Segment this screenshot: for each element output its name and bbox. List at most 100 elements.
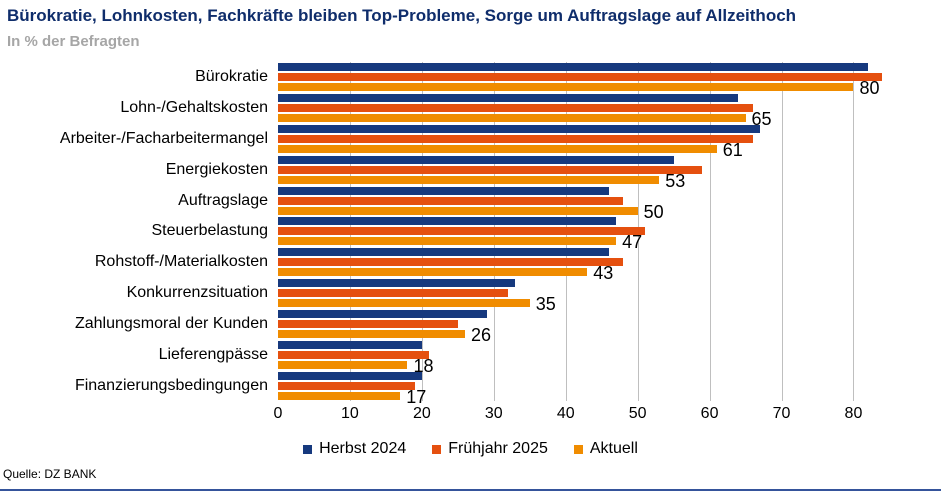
- legend-marker-icon: [432, 444, 442, 454]
- bar: [278, 186, 609, 195]
- category-label: Lieferengpässe: [158, 345, 268, 363]
- bar-line: [278, 94, 911, 103]
- category-label: Finanzierungsbedingungen: [74, 376, 268, 394]
- gridline: [781, 62, 783, 401]
- chart-area: Bürokratie Lohn-/Gehaltskosten Arbeiter-/F…: [0, 62, 941, 425]
- gridline: [709, 62, 711, 401]
- bar-group: 53: [278, 154, 911, 190]
- bar: [278, 340, 422, 349]
- bar-line: [278, 248, 911, 257]
- bar: [278, 391, 401, 400]
- bar: [278, 196, 624, 205]
- bar-group: 47: [278, 216, 911, 251]
- bar-group: 26: [278, 309, 911, 344]
- data-label: 47: [622, 232, 643, 253]
- bar-line: [278, 135, 911, 144]
- data-label: 50: [643, 201, 664, 222]
- bar-line: [278, 63, 911, 72]
- category-label: Rohstoff-/Materialkosten: [94, 253, 268, 271]
- chart-title: Bürokratie, Lohnkosten, Fachkräfte bleib…: [7, 6, 797, 25]
- category-label: Zahlungsmoral der Kunden: [74, 314, 268, 332]
- legend-label: Frühjahr 2025: [448, 440, 548, 457]
- bar-line: 50: [278, 203, 911, 221]
- bar: [278, 217, 617, 226]
- bar: [278, 268, 588, 277]
- source-note: Quelle: DZ BANK: [3, 467, 97, 481]
- bar-line: 17: [278, 388, 911, 406]
- bar-line: [278, 309, 911, 318]
- bar: [278, 155, 674, 164]
- data-label: 17: [406, 386, 427, 407]
- bar-line: [278, 381, 911, 390]
- bar: [278, 175, 660, 184]
- data-label: 61: [722, 140, 743, 161]
- x-axis: 0 10 20 30 40 50 60 70 80: [274, 405, 911, 425]
- category-label: Konkurrenzsituation: [126, 284, 268, 302]
- data-label: 43: [593, 263, 614, 284]
- bar-group: 35: [278, 278, 911, 313]
- bottom-rule: [0, 489, 941, 491]
- bar-line: [278, 217, 911, 226]
- chart-header: Bürokratie, Lohnkosten, Fachkräfte bleib…: [0, 0, 941, 51]
- x-tick-label: 40: [556, 405, 575, 422]
- bar: [278, 279, 516, 288]
- legend-item: Aktuell: [573, 440, 638, 458]
- bar: [278, 289, 509, 298]
- x-tick-label: 0: [273, 405, 283, 422]
- bar: [278, 319, 458, 328]
- bar-rows: 80 65 61 53 50 47 43 35 26 18 17: [278, 62, 911, 406]
- x-tick-label: 60: [700, 405, 719, 422]
- bar-line: [278, 319, 911, 328]
- bar-line: [278, 104, 911, 113]
- data-label: 18: [413, 355, 434, 376]
- x-tick-label: 30: [484, 405, 503, 422]
- x-tick-label: 80: [844, 405, 863, 422]
- bar: [278, 125, 760, 134]
- bar-group: 61: [278, 124, 911, 159]
- bar: [278, 165, 703, 174]
- bar: [278, 114, 746, 123]
- bar-line: [278, 165, 911, 174]
- bar-group: 65: [278, 93, 911, 128]
- legend-label: Aktuell: [589, 440, 638, 457]
- category-label: Auftragslage: [178, 191, 268, 209]
- bar-group: 50: [278, 185, 911, 221]
- bar-line: 18: [278, 357, 911, 375]
- bar-line: 47: [278, 233, 911, 251]
- bar: [278, 299, 530, 308]
- bar-line: 26: [278, 326, 911, 344]
- category-label: Bürokratie: [195, 68, 268, 86]
- category-labels: Bürokratie Lohn-/Gehaltskosten Arbeiter-/F…: [0, 62, 278, 401]
- chart-subtitle: In % der Befragten: [7, 33, 140, 50]
- bar-line: [278, 258, 911, 267]
- legend-label: Herbst 2024: [319, 440, 407, 457]
- bar-line: [278, 350, 911, 359]
- bar: [278, 83, 854, 92]
- bar-group: 18: [278, 339, 911, 375]
- bar-line: 53: [278, 172, 911, 190]
- plot-column: 80 65 61 53 50 47 43 35 26 18 17 0 10 20 30 40 50 60 70 80: [274, 62, 911, 425]
- legend: Herbst 2024 Frühjahr 2025 Aktuell: [0, 440, 941, 458]
- bar-line: [278, 155, 911, 164]
- bar-line: 43: [278, 264, 911, 282]
- bar-group: 80: [278, 62, 911, 97]
- bar-group: 43: [278, 247, 911, 282]
- bar-line: 80: [278, 79, 911, 97]
- bar-line: [278, 340, 911, 349]
- bar: [278, 63, 868, 72]
- bar-line: [278, 196, 911, 205]
- x-tick-label: 10: [341, 405, 359, 422]
- bar: [278, 360, 408, 369]
- bar-line: [278, 125, 911, 134]
- data-label: 35: [535, 294, 556, 315]
- bar: [278, 206, 638, 215]
- x-tick-label: 50: [628, 405, 647, 422]
- bar: [278, 309, 487, 318]
- bar: [278, 237, 617, 246]
- bar: [278, 258, 624, 267]
- bar: [278, 227, 645, 236]
- legend-item: Herbst 2024: [303, 440, 406, 458]
- bar-line: [278, 289, 911, 298]
- data-label: 53: [665, 170, 686, 191]
- category-label: Energiekosten: [165, 160, 268, 178]
